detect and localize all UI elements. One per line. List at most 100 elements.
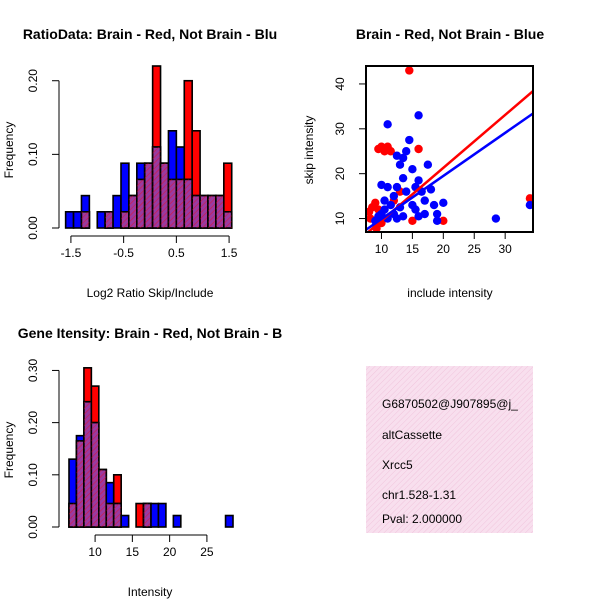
intensity-histogram-x-axis: 10 15 20 25 [88, 534, 214, 559]
overlap-hatch [98, 469, 107, 527]
x-tick-label: 10 [88, 545, 102, 559]
y-tick-label: 20 [333, 167, 347, 181]
x-tick-label: 20 [437, 242, 451, 256]
y-tick-label: 0.30 [26, 358, 40, 382]
not-brain-point [414, 212, 423, 221]
info-panel: G6870502@J907895@j_ altCassette Xrcc5 ch… [366, 366, 533, 533]
overlap-hatch [143, 503, 151, 527]
x-tick-label: 20 [163, 545, 177, 559]
not-brain-bar [150, 502, 160, 528]
scatter-xlabel: include intensity [407, 286, 492, 300]
overlap-hatch [113, 503, 122, 527]
not-brain-point [420, 196, 429, 205]
not-brain-point [402, 187, 411, 196]
ratio-histogram-x-axis: -1.5 -0.5 0.5 1.5 [61, 235, 238, 260]
intensity-scatter: Brain - Red, Not Brain - Blue 10 15 20 25 30… [302, 26, 544, 300]
overlap-hatch [168, 179, 177, 228]
overlap-hatch [152, 147, 161, 228]
x-tick-label: 25 [200, 545, 214, 559]
x-tick-label: 15 [406, 242, 420, 256]
not-brain-point [392, 182, 402, 192]
info-panel-hatch [366, 366, 533, 533]
x-tick-label: 0.5 [168, 246, 185, 260]
ratio-histogram-ylabel: Frequency [2, 122, 16, 179]
not-brain-point [386, 200, 395, 210]
info-event-type: altCassette [382, 428, 442, 442]
not-brain-point [414, 111, 423, 120]
overlap-hatch [215, 195, 224, 228]
overlap-hatch [69, 503, 77, 527]
y-tick-label: 0.10 [26, 142, 40, 166]
not-brain-fit-line [366, 112, 533, 231]
y-tick-label: 0.00 [26, 515, 40, 539]
not-brain-bar [157, 502, 167, 528]
intensity-histogram-title: Gene Itensity: Brain - Red, Not Brain - … [18, 325, 282, 341]
y-tick-label: 0.00 [26, 216, 40, 240]
brain-point [371, 198, 380, 208]
scatter-points [366, 66, 533, 232]
not-brain-point [398, 153, 408, 163]
y-tick-label: 40 [333, 77, 347, 91]
not-brain-point [389, 191, 399, 201]
brain-point [408, 216, 417, 225]
scatter-title: Brain - Red, Not Brain - Blue [356, 26, 544, 42]
overlap-hatch [81, 211, 90, 228]
y-tick-label: 0.10 [26, 463, 40, 487]
not-brain-point [408, 164, 417, 174]
scatter-ylabel: skip intensity [302, 116, 316, 185]
x-tick-label: 15 [126, 545, 140, 559]
not-brain-point [423, 160, 433, 169]
not-brain-point [383, 120, 392, 129]
not-brain-point [429, 200, 439, 210]
y-tick-label: 0.20 [26, 69, 40, 93]
not-brain-point [414, 176, 423, 185]
not-brain-point [398, 173, 408, 183]
ratio-histogram-bars [64, 65, 233, 229]
overlap-hatch [192, 195, 201, 228]
intensity-histogram-xlabel: Intensity [128, 585, 173, 599]
not-brain-bar [96, 211, 106, 229]
overlap-hatch [136, 179, 145, 228]
x-tick-label: 1.5 [221, 246, 238, 260]
scatter-y-axis: 10 20 30 40 [333, 77, 367, 226]
overlap-hatch [176, 179, 185, 228]
overlap-hatch [105, 211, 114, 228]
not-brain-point [411, 205, 420, 214]
overlap-hatch [83, 401, 92, 527]
brain-point [414, 144, 423, 154]
not-brain-point [405, 135, 414, 145]
x-tick-label: -0.5 [113, 246, 134, 260]
not-brain-point [432, 209, 442, 219]
overlap-hatch [106, 503, 114, 527]
not-brain-point [380, 196, 389, 205]
not-brain-point [491, 214, 501, 223]
not-brain-point [402, 147, 411, 156]
not-brain-bar [120, 514, 130, 528]
info-event-id: G6870502@J907895@j_ [382, 397, 518, 411]
intensity-histogram-bars [68, 367, 234, 528]
not-brain-point [432, 216, 442, 225]
info-pvalue: Pval: 2.000000 [382, 512, 462, 526]
scatter-fit-lines [366, 90, 533, 232]
y-tick-label: 0.20 [26, 411, 40, 435]
not-brain-bar [112, 194, 122, 229]
intensity-histogram-y-axis: 0.00 0.10 0.20 0.30 [26, 358, 60, 539]
overlap-hatch [200, 195, 208, 228]
info-location: chr1.528-1.31 [382, 488, 456, 502]
scatter-x-axis: 10 15 20 25 30 [375, 231, 512, 256]
ratio-histogram: RatioData: Brain - Red, Not Brain - Blu … [2, 26, 277, 300]
intensity-histogram: Gene Itensity: Brain - Red, Not Brain - … [2, 325, 282, 599]
not-brain-bar [224, 514, 234, 528]
overlap-hatch [91, 422, 99, 527]
brain-point [439, 216, 448, 225]
info-gene-symbol: Xrcc5 [382, 458, 413, 472]
y-tick-label: 10 [333, 212, 347, 226]
not-brain-bar [172, 514, 182, 528]
intensity-histogram-ylabel: Frequency [2, 422, 16, 479]
brain-bar [135, 502, 145, 528]
ratio-histogram-y-axis: 0.00 0.10 0.20 [26, 69, 60, 240]
not-brain-point [377, 180, 386, 190]
x-tick-label: 10 [375, 242, 389, 256]
not-brain-point [525, 200, 533, 210]
